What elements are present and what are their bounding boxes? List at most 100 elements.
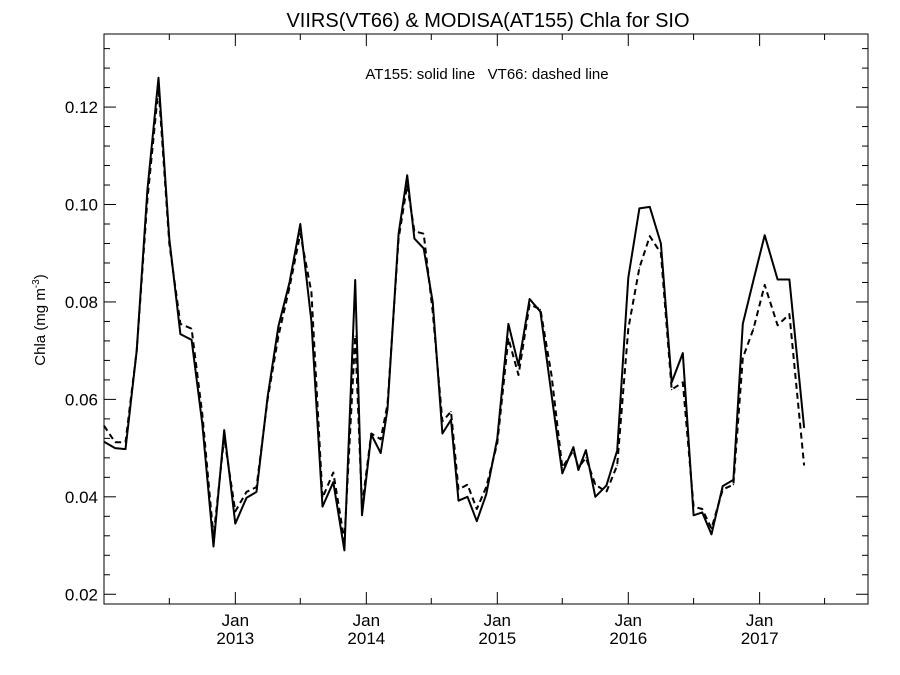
data-point-vt66 bbox=[343, 540, 345, 542]
data-point-vt66 bbox=[732, 484, 735, 486]
y-axis-label-superscript: -3 bbox=[31, 279, 42, 288]
data-point-at155 bbox=[585, 449, 587, 451]
data-point-at155 bbox=[212, 545, 215, 548]
y-axis-label: Chla (mg m-3) bbox=[31, 274, 49, 365]
x-tick-month-label: Jan bbox=[615, 611, 642, 630]
data-point-vt66 bbox=[682, 381, 684, 383]
data-point-vt66 bbox=[561, 467, 563, 469]
y-tick-label: 0.02 bbox=[65, 585, 98, 604]
data-point-vt66 bbox=[361, 506, 363, 508]
data-point-vt66 bbox=[332, 471, 334, 474]
data-point-vt66 bbox=[517, 374, 520, 376]
data-point-vt66 bbox=[191, 328, 193, 330]
data-point-vt66 bbox=[212, 536, 215, 538]
data-point-vt66 bbox=[267, 398, 269, 400]
data-point-at155 bbox=[710, 533, 713, 535]
data-point-at155 bbox=[310, 320, 312, 322]
data-point-at155 bbox=[605, 485, 608, 487]
data-point-vt66 bbox=[114, 441, 116, 443]
data-point-vt66 bbox=[585, 457, 587, 459]
data-point-vt66 bbox=[299, 233, 301, 235]
plot-frame bbox=[103, 33, 869, 605]
data-point-vt66 bbox=[432, 311, 434, 313]
x-tick-month-label: Jan bbox=[222, 611, 249, 630]
data-point-at155 bbox=[332, 481, 334, 483]
data-point-at155 bbox=[660, 242, 662, 245]
y-axis-label-close: ) bbox=[32, 274, 49, 279]
data-point-at155 bbox=[638, 207, 641, 209]
data-point-at155 bbox=[485, 493, 487, 495]
x-tick-month-label: Jan bbox=[746, 611, 773, 630]
data-point-vt66 bbox=[380, 438, 382, 440]
data-point-vt66 bbox=[701, 508, 703, 510]
x-tick-month-label: Jan bbox=[484, 611, 511, 630]
data-point-at155 bbox=[627, 277, 629, 279]
data-point-vt66 bbox=[803, 464, 805, 466]
data-point-vt66 bbox=[788, 313, 791, 315]
data-point-at155 bbox=[682, 352, 684, 354]
data-point-vt66 bbox=[722, 488, 724, 491]
data-point-at155 bbox=[649, 206, 651, 208]
data-point-at155 bbox=[277, 325, 279, 327]
data-point-vt66 bbox=[124, 441, 127, 443]
data-point-at155 bbox=[594, 496, 596, 498]
data-point-at155 bbox=[343, 549, 345, 552]
data-point-at155 bbox=[157, 77, 160, 79]
y-axis-label-main: Chla (mg m bbox=[32, 288, 49, 366]
data-point-vt66 bbox=[693, 506, 695, 508]
data-point-at155 bbox=[191, 339, 193, 341]
data-point-at155 bbox=[441, 432, 443, 435]
x-tick-year-label: 2015 bbox=[478, 629, 516, 648]
data-point-vt66 bbox=[223, 436, 225, 438]
data-point-vt66 bbox=[245, 491, 248, 493]
y-tick-label: 0.08 bbox=[65, 293, 98, 312]
data-point-at155 bbox=[788, 278, 791, 281]
data-point-vt66 bbox=[288, 286, 291, 288]
data-point-at155 bbox=[114, 447, 116, 449]
data-point-at155 bbox=[321, 506, 324, 508]
data-point-at155 bbox=[413, 238, 415, 240]
series-layer bbox=[103, 76, 806, 552]
data-point-vt66 bbox=[507, 337, 509, 340]
data-point-at155 bbox=[223, 429, 225, 431]
data-point-at155 bbox=[752, 279, 755, 281]
data-point-vt66 bbox=[638, 267, 641, 269]
data-point-at155 bbox=[245, 497, 248, 499]
data-point-vt66 bbox=[476, 508, 478, 510]
data-point-at155 bbox=[406, 174, 408, 176]
data-point-at155 bbox=[476, 520, 478, 522]
data-point-at155 bbox=[722, 485, 724, 487]
data-point-vt66 bbox=[103, 425, 105, 427]
data-point-vt66 bbox=[234, 510, 236, 512]
data-point-vt66 bbox=[649, 235, 651, 237]
x-tick-year-label: 2013 bbox=[216, 629, 254, 648]
data-point-at155 bbox=[234, 523, 236, 525]
data-point-at155 bbox=[561, 472, 563, 474]
data-point-vt66 bbox=[777, 324, 779, 326]
y-tick-label: 0.04 bbox=[65, 488, 98, 507]
data-point-vt66 bbox=[616, 464, 618, 466]
data-point-vt66 bbox=[255, 486, 258, 488]
data-point-vt66 bbox=[277, 335, 279, 337]
x-tick-month-label: Jan bbox=[353, 611, 380, 630]
y-tick-label: 0.10 bbox=[65, 196, 98, 215]
data-point-vt66 bbox=[529, 303, 531, 305]
data-point-at155 bbox=[423, 247, 425, 249]
chart-title: VIIRS(VT66) & MODISA(AT155) Chla for SIO bbox=[286, 10, 689, 32]
data-point-at155 bbox=[466, 496, 469, 498]
data-point-at155 bbox=[577, 469, 580, 471]
data-point-at155 bbox=[701, 511, 703, 513]
data-point-vt66 bbox=[441, 420, 443, 422]
data-point-vt66 bbox=[413, 230, 415, 232]
data-point-at155 bbox=[742, 323, 744, 325]
data-point-at155 bbox=[529, 298, 531, 300]
y-axis-ticks: 0.02 0.04 0.06 0.08 0.10 0.12 bbox=[65, 98, 868, 604]
data-point-vt66 bbox=[398, 238, 400, 240]
data-point-vt66 bbox=[201, 413, 203, 415]
data-point-vt66 bbox=[605, 491, 608, 493]
data-point-vt66 bbox=[764, 284, 766, 286]
data-point-at155 bbox=[179, 333, 181, 335]
